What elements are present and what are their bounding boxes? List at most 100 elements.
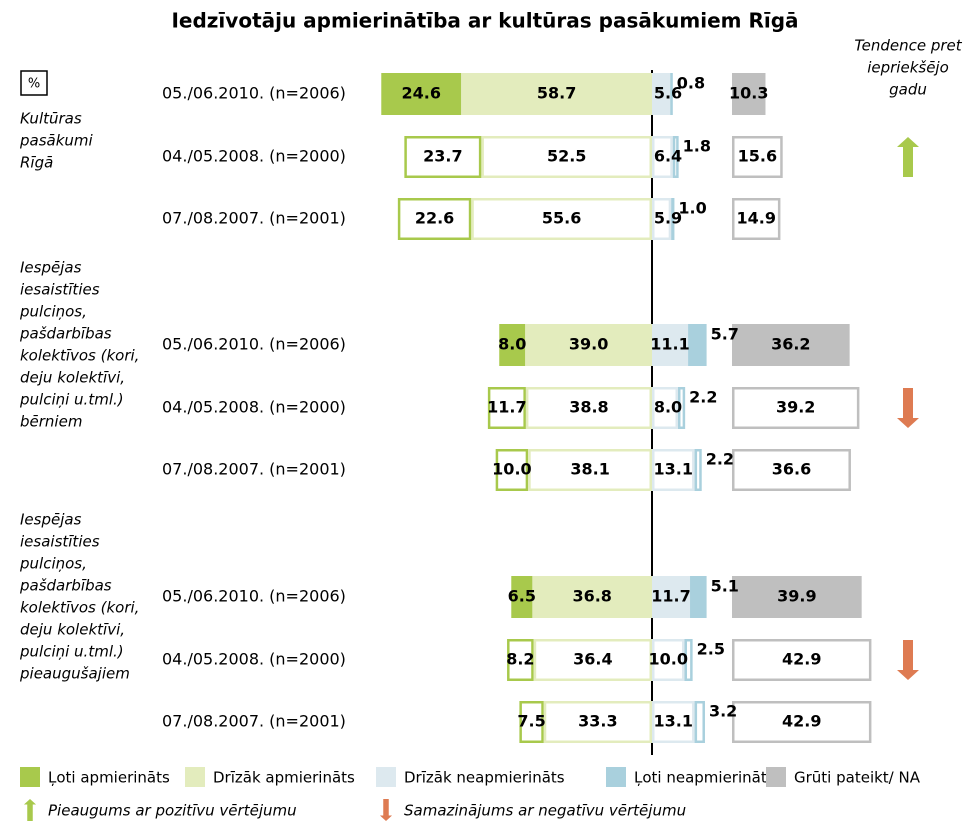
bar-segment — [397, 198, 472, 240]
legend-swatch — [376, 767, 396, 787]
bar-segment — [690, 576, 707, 618]
bar-segment — [684, 639, 693, 681]
value-label: 11.7 — [651, 587, 690, 606]
bar-segment — [481, 136, 652, 178]
bar-segment — [404, 136, 482, 178]
chart-title: Iedzīvotāju apmierinātība ar kultūras pa… — [171, 9, 798, 33]
bar-segment — [519, 701, 544, 743]
value-label: 13.1 — [654, 712, 693, 731]
row-label: 07./08.2007. (n=2001) — [162, 460, 346, 479]
group-label: kolektīvos (kori, — [20, 347, 139, 365]
value-label: 42.9 — [782, 650, 821, 669]
legend-swatch — [766, 767, 786, 787]
value-label: 11.1 — [650, 335, 689, 354]
value-label: 42.9 — [782, 712, 821, 731]
bar-segment — [732, 324, 850, 366]
group-label: Iespējas — [20, 511, 82, 529]
value-label: 22.6 — [415, 209, 454, 228]
bar-segment — [670, 73, 673, 115]
bar-segment — [652, 449, 695, 491]
legend-label: Grūti pateikt/ NA — [794, 769, 921, 787]
bar-segment — [732, 639, 872, 681]
legend-label: Drīzāk neapmierināts — [404, 769, 565, 787]
value-label: 39.0 — [569, 335, 608, 354]
bar-segment — [652, 639, 685, 681]
trend-arrow — [897, 388, 919, 428]
trend-arrow — [897, 640, 919, 680]
value-label: 2.5 — [697, 640, 725, 659]
row-label: 07./08.2007. (n=2001) — [162, 712, 346, 731]
group-label: deju kolektīvi, — [20, 369, 125, 387]
value-label: 39.9 — [777, 587, 816, 606]
group-label: bērniem — [20, 413, 82, 431]
row-label: 05./06.2010. (n=2006) — [162, 335, 346, 354]
trend-header: iepriekšējo — [867, 59, 949, 77]
bar-segment — [532, 576, 652, 618]
legend-swatch — [20, 767, 40, 787]
value-label: 13.1 — [654, 460, 693, 479]
bar-segment — [732, 576, 862, 618]
value-label: 11.7 — [487, 398, 526, 417]
bar-segment — [495, 449, 529, 491]
legend-label: Ļoti apmierināts — [48, 769, 170, 787]
bar-segment — [672, 136, 679, 178]
unit-box — [20, 70, 48, 96]
value-label: 10.0 — [649, 650, 688, 669]
row-label: 04./05.2008. (n=2000) — [162, 147, 346, 166]
value-label: 5.7 — [711, 325, 739, 344]
bar-segment — [652, 198, 672, 240]
bar-segment — [652, 701, 695, 743]
value-label: 2.2 — [689, 388, 717, 407]
group-label: pieaugušajiem — [19, 665, 130, 683]
value-label: 6.5 — [508, 587, 536, 606]
value-label: 24.6 — [402, 84, 441, 103]
value-label: 0.8 — [677, 74, 705, 93]
value-label: 8.0 — [498, 335, 526, 354]
group-label: pašdarbības — [19, 325, 112, 343]
group-label: pulciņi u.tml.) — [19, 391, 124, 409]
value-label: 36.4 — [573, 650, 612, 669]
bar-segment — [732, 449, 851, 491]
bar-segment — [525, 324, 652, 366]
value-label: 39.2 — [776, 398, 815, 417]
bar-segment — [533, 639, 653, 681]
group-label: iesaistīties — [20, 281, 100, 299]
bar-segment — [732, 136, 783, 178]
value-label: 8.2 — [506, 650, 534, 669]
bar-segment — [732, 701, 872, 743]
bar-segment — [507, 639, 534, 681]
bar-segment — [652, 136, 673, 178]
value-label: 1.0 — [678, 199, 706, 218]
value-label: 36.2 — [771, 335, 810, 354]
bar-segment — [652, 324, 689, 366]
bar-segment — [732, 73, 766, 115]
bar-segment — [694, 449, 702, 491]
legend-label: Samazinājums ar negatīvu vērtējumu — [404, 802, 686, 820]
value-label: 5.6 — [654, 84, 682, 103]
value-label: 36.6 — [772, 460, 811, 479]
group-label: Kultūras — [20, 110, 82, 128]
value-label: 2.2 — [706, 450, 734, 469]
bar-segment — [525, 387, 653, 429]
legend-swatch — [185, 767, 205, 787]
bar-segment — [652, 576, 691, 618]
value-label: 55.6 — [542, 209, 581, 228]
group-label: pulciņi u.tml.) — [19, 643, 124, 661]
value-label: 52.5 — [547, 147, 586, 166]
row-label: 05./06.2010. (n=2006) — [162, 84, 346, 103]
value-label: 10.0 — [492, 460, 531, 479]
value-label: 14.9 — [736, 209, 775, 228]
value-label: 6.4 — [654, 147, 682, 166]
bar-segment — [688, 324, 707, 366]
value-label: 38.1 — [570, 460, 609, 479]
value-label: 36.8 — [572, 587, 611, 606]
bar-segment — [499, 324, 526, 366]
bar-segment — [732, 198, 781, 240]
value-label: 38.8 — [569, 398, 608, 417]
bar-segment — [732, 387, 860, 429]
group-label: deju kolektīvi, — [20, 621, 125, 639]
row-label: 05./06.2010. (n=2006) — [162, 587, 346, 606]
value-label: 5.9 — [654, 209, 682, 228]
bar-segment — [671, 198, 675, 240]
